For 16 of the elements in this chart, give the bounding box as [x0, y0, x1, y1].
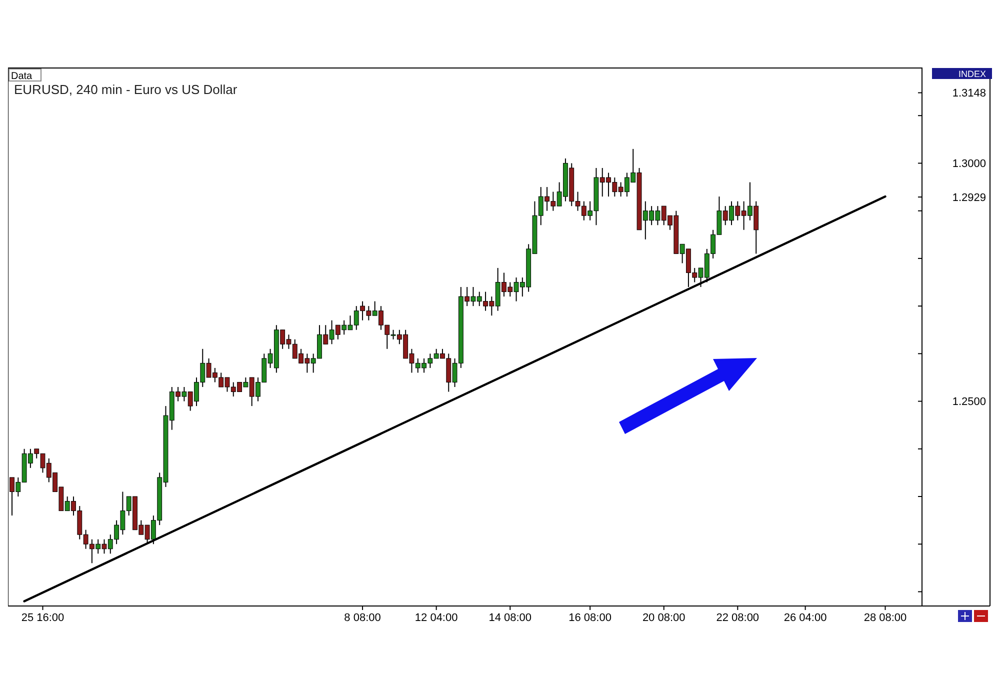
- x-tick-label: 20 08:00: [642, 612, 686, 624]
- x-tick-label: 28 08:00: [864, 612, 907, 624]
- text: INDEX: [958, 69, 986, 79]
- x-tick-label: 26 04:00: [784, 612, 827, 624]
- y-tick-label: 1.2500: [952, 396, 986, 408]
- annotation: Data: [11, 71, 33, 82]
- x-tick-label: 25 16:00: [21, 612, 64, 624]
- x-tick-label: 14 08:00: [488, 612, 532, 624]
- y-tick-label: 1.2929: [952, 192, 986, 204]
- x-tick-label: 22 08:00: [716, 612, 760, 624]
- y-tick-label: 1.3000: [952, 158, 986, 170]
- x-tick-label: 16 08:00: [568, 612, 612, 624]
- text: EURUSD, 240 min - Euro vs US Dollar: [14, 82, 238, 97]
- x-tick-label: 8 08:00: [344, 612, 381, 624]
- x-tick-label: 12 04:00: [414, 612, 458, 624]
- y-tick-label: 1.3148: [952, 88, 986, 100]
